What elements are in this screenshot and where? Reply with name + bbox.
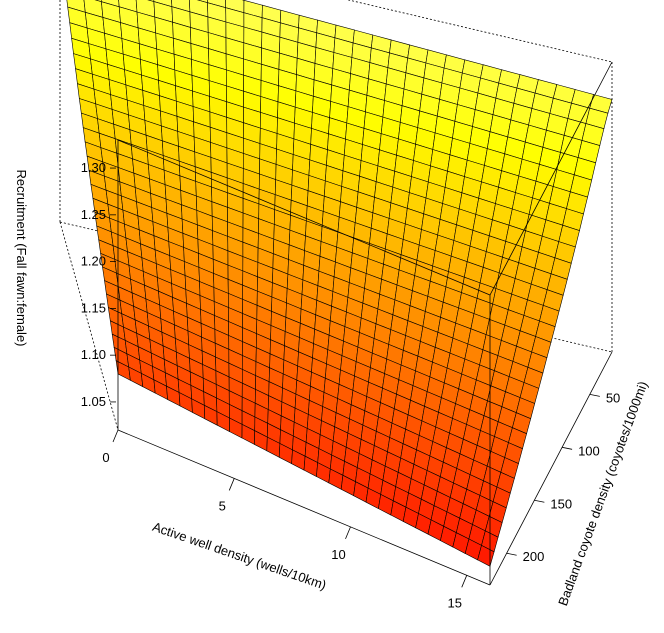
box-edge bbox=[346, 0, 613, 63]
x-tick bbox=[345, 526, 351, 540]
box-edge bbox=[117, 429, 491, 586]
box-edge bbox=[117, 139, 491, 296]
x-tick-label: 10 bbox=[331, 547, 345, 562]
box-edge bbox=[489, 61, 613, 296]
y-tick-label: 150 bbox=[550, 496, 572, 511]
y-tick bbox=[506, 552, 517, 556]
z-tick-label: 1.20 bbox=[81, 254, 106, 269]
axes: 1.05 1.10 1.15 1.20 1.25 1.30 0 5 10 15 50 100 150 20… bbox=[81, 160, 621, 610]
x-tick bbox=[112, 429, 119, 443]
z-tick-label: 1.25 bbox=[81, 207, 106, 222]
x-tick-label: 5 bbox=[219, 498, 226, 513]
z-tick-label: 1.15 bbox=[81, 300, 106, 315]
box-edge bbox=[489, 351, 613, 586]
z-tick-label: 1.30 bbox=[81, 160, 106, 175]
x-tick-label: 0 bbox=[102, 450, 109, 465]
y-axis-title: Badland coyote density (coyotes/1000mi) bbox=[555, 379, 650, 608]
z-tick-label: 1.05 bbox=[81, 394, 106, 409]
x-axis-title: Active well density (wells/10km) bbox=[151, 519, 329, 593]
surface-mesh bbox=[66, 0, 613, 567]
y-tick bbox=[589, 393, 600, 397]
x-tick bbox=[461, 575, 468, 588]
x-tick bbox=[228, 478, 235, 491]
z-tick-label: 1.10 bbox=[81, 347, 106, 362]
y-tick-label: 50 bbox=[606, 390, 620, 405]
y-tick-label: 200 bbox=[523, 549, 545, 564]
y-tick-label: 100 bbox=[578, 443, 600, 458]
y-tick bbox=[562, 446, 573, 450]
x-tick-label: 15 bbox=[448, 595, 462, 610]
z-axis-title: Recruitment (Fall fawn:female) bbox=[14, 170, 29, 347]
box-front-edges bbox=[117, 61, 613, 586]
y-tick bbox=[534, 499, 545, 503]
